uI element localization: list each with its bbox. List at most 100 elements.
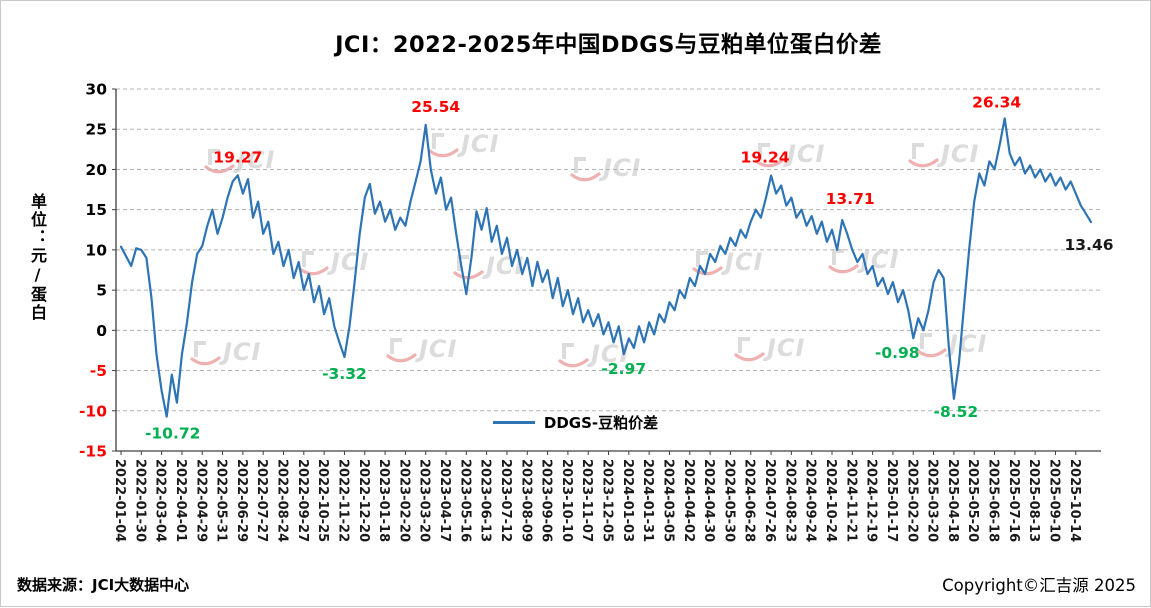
x-tick-label: 2025-07-16 xyxy=(1006,459,1021,542)
y-tick-label: 30 xyxy=(85,81,107,99)
x-tick-label: 2023-02-20 xyxy=(396,459,411,542)
jci-watermark: JCI xyxy=(428,130,499,158)
annotation--10.72: -10.72 xyxy=(145,425,200,443)
jci-watermark: JCI xyxy=(828,246,898,274)
y-tick-label: 25 xyxy=(85,121,107,139)
annotation--0.98: -0.98 xyxy=(875,344,920,362)
copyright: Copyright©汇吉源 2025 xyxy=(942,576,1136,595)
x-tick-label: 2024-09-24 xyxy=(803,459,818,542)
y-tick-label: -15 xyxy=(79,443,107,461)
x-tick-label: 2023-12-05 xyxy=(600,459,615,542)
x-tick-label: 2024-12-19 xyxy=(864,459,879,542)
x-tick-label: 2022-10-25 xyxy=(315,459,330,542)
x-tick-label: 2023-11-07 xyxy=(579,459,594,542)
chart-title: JCI：2022-2025年中国DDGS与豆粕单位蛋白价差 xyxy=(335,32,882,58)
jci-watermark: JCI xyxy=(298,248,369,276)
x-tick-label: 2023-07-12 xyxy=(498,459,513,542)
x-tick-label: 2024-10-24 xyxy=(823,459,838,542)
y-tick-label: 15 xyxy=(85,201,107,219)
svg-text:JCI: JCI xyxy=(937,140,979,168)
svg-text:JCI: JCI xyxy=(721,248,763,276)
annotation--2.97: -2.97 xyxy=(601,360,646,378)
legend-label: DDGS-豆粕价差 xyxy=(543,414,659,432)
x-tick-label: 2022-04-01 xyxy=(173,459,188,542)
y-tick-label: 5 xyxy=(96,282,107,300)
svg-text:JCI: JCI xyxy=(415,335,457,363)
jci-watermark: JCI xyxy=(754,140,825,168)
x-tick-label: 2023-09-06 xyxy=(539,459,554,542)
x-tick-label: 2024-01-03 xyxy=(620,459,635,542)
x-tick-label: 2022-09-27 xyxy=(295,459,310,542)
x-tick-label: 2022-05-31 xyxy=(214,459,229,542)
x-tick-label: 2025-09-10 xyxy=(1046,459,1061,542)
svg-text:JCI: JCI xyxy=(945,330,987,358)
svg-text:JCI: JCI xyxy=(457,130,499,158)
x-tick-label: 2025-10-14 xyxy=(1067,459,1082,542)
y-tick-label: -10 xyxy=(79,402,107,420)
legend: DDGS-豆粕价差 xyxy=(1,412,1150,433)
svg-text:JCI: JCI xyxy=(763,334,805,362)
x-tick-label: 2024-04-30 xyxy=(701,459,716,542)
jci-watermark: JCI xyxy=(190,338,260,366)
x-tick-label: 2024-04-02 xyxy=(681,459,696,542)
y-axis-title: 单位：元/蛋白 xyxy=(28,193,47,322)
jci-watermark: JCI xyxy=(570,154,641,182)
x-tick-label: 2023-03-20 xyxy=(417,459,432,542)
svg-text:JCI: JCI xyxy=(327,248,369,276)
y-tick-label: 10 xyxy=(85,241,107,259)
jci-watermark: JCI xyxy=(386,335,457,363)
x-tick-label: 2023-05-16 xyxy=(457,459,472,542)
x-tick-label: 2024-05-30 xyxy=(721,459,736,542)
x-tick-label: 2023-08-09 xyxy=(518,459,533,542)
x-tick-label: 2025-03-20 xyxy=(925,459,940,542)
x-tick-label: 2024-11-21 xyxy=(843,459,858,542)
x-tick-label: 2022-11-22 xyxy=(335,459,350,542)
series-ddgs-soymeal-spread xyxy=(119,117,1093,418)
legend-line-swatch xyxy=(492,421,535,424)
annotation-19.24: 19.24 xyxy=(741,149,790,167)
x-tick-label: 2022-08-24 xyxy=(275,459,290,542)
annotation--3.32: -3.32 xyxy=(322,365,367,383)
x-tick-label: 2024-03-05 xyxy=(660,459,675,542)
x-tick-label: 2022-03-04 xyxy=(153,459,168,542)
x-tick-label: 2022-01-30 xyxy=(132,459,147,542)
x-tick-label: 2024-07-26 xyxy=(762,459,777,542)
x-tick-label: 2023-10-10 xyxy=(559,459,574,542)
annotation-13.46: 13.46 xyxy=(1064,236,1113,254)
x-tick-label: 2022-12-20 xyxy=(356,459,371,542)
annotation-13.71: 13.71 xyxy=(826,190,875,208)
x-tick-label: 2023-01-18 xyxy=(376,459,391,542)
jci-watermark: JCI xyxy=(916,330,987,358)
x-tick-label: 2022-01-04 xyxy=(112,459,127,542)
x-tick-label: 2024-01-31 xyxy=(640,459,655,542)
y-tick-label: 0 xyxy=(96,322,107,340)
x-tick-label: 2023-04-17 xyxy=(437,459,452,542)
x-tick-label: 2023-06-13 xyxy=(478,459,493,542)
x-tick-label: 2025-08-13 xyxy=(1026,459,1041,542)
x-tick-label: 2022-07-27 xyxy=(254,459,269,542)
annotation-26.34: 26.34 xyxy=(972,93,1021,111)
x-tick-label: 2025-02-20 xyxy=(904,459,919,542)
annotation--8.52: -8.52 xyxy=(934,403,979,421)
data-source: 数据来源：JCI大数据中心 xyxy=(17,576,190,594)
x-tick-label: 2025-04-18 xyxy=(945,459,960,542)
x-tick-label: 2024-06-28 xyxy=(742,459,757,542)
annotation-25.54: 25.54 xyxy=(411,98,460,116)
x-tick-label: 2025-01-17 xyxy=(884,459,899,542)
x-tick-label: 2022-04-29 xyxy=(193,459,208,542)
jci-watermark: JCI xyxy=(204,146,275,174)
x-tick-label: 2025-06-18 xyxy=(986,459,1001,542)
jci-watermark: JCI xyxy=(908,140,979,168)
x-tick-label: 2022-06-29 xyxy=(234,459,249,542)
jci-watermark: JCI xyxy=(692,248,763,276)
svg-text:JCI: JCI xyxy=(599,154,641,182)
svg-text:JCI: JCI xyxy=(233,146,275,174)
svg-text:JCI: JCI xyxy=(783,140,825,168)
svg-text:JCI: JCI xyxy=(482,252,524,280)
annotation-19.27: 19.27 xyxy=(213,148,262,166)
y-tick-label: -5 xyxy=(90,362,107,380)
jci-watermark: JCI xyxy=(734,334,805,362)
x-tick-label: 2025-05-20 xyxy=(965,459,980,542)
y-tick-label: 20 xyxy=(85,161,107,179)
